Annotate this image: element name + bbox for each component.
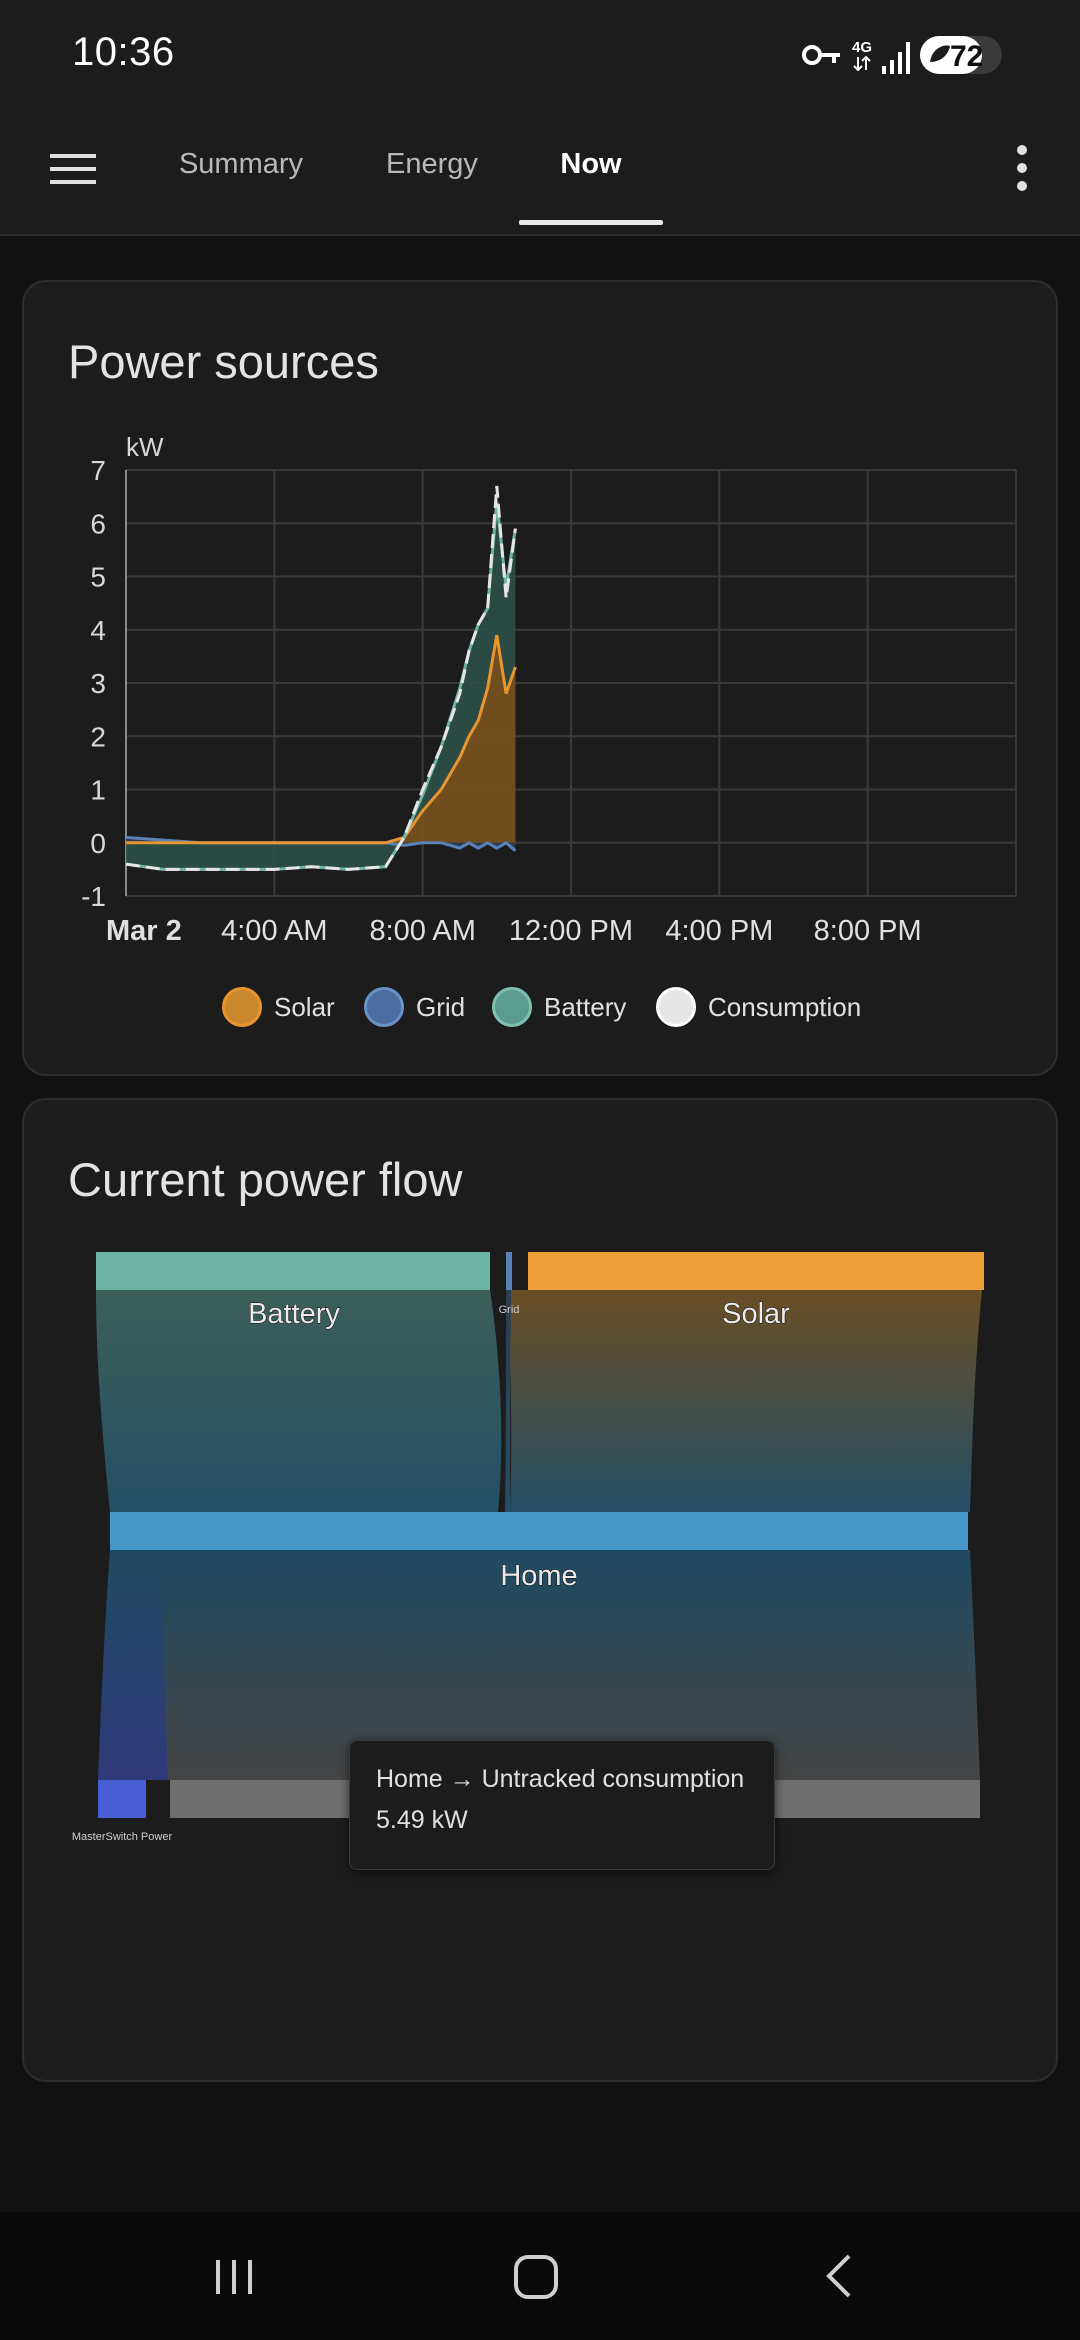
vpn-key-icon	[802, 45, 840, 65]
status-icons: 4G 72	[802, 36, 1002, 74]
power-sources-card: Power sources kW -1 0 1 2 3 4 5 6 7 Mar 2 4:00 AM 8:…	[22, 280, 1058, 1076]
battery-to-home-link	[96, 1290, 502, 1512]
battery-legend-swatch	[492, 987, 532, 1027]
status-time: 10:36	[72, 30, 175, 74]
legend-item-battery[interactable]: Battery	[492, 982, 626, 1032]
svg-text:72: 72	[950, 40, 983, 73]
grid-node[interactable]	[506, 1252, 512, 1290]
y-tick-label: -1	[81, 881, 106, 912]
x-tick-label: 8:00 AM	[369, 915, 475, 947]
solar-to-home-link	[506, 1290, 982, 1512]
tab-summary[interactable]: Summary	[178, 148, 304, 180]
y-tick-label: 0	[90, 828, 106, 859]
x-tick-label: 4:00 AM	[221, 915, 327, 947]
solar-area	[126, 635, 516, 843]
power-sources-chart[interactable]: kW -1 0 1 2 3 4 5 6 7 Mar 2 4:00 AM 8:00 AM 12:00 PM 4…	[24, 402, 1060, 962]
x-tick-label: 4:00 PM	[665, 915, 773, 947]
app-bar: Summary Energy Now	[0, 110, 1080, 236]
solar-node-label: Solar	[722, 1298, 790, 1330]
solar-series-line	[126, 634, 517, 845]
y-tick-label: 2	[90, 721, 106, 752]
solar-node[interactable]	[528, 1252, 984, 1290]
hamburger-menu-icon[interactable]	[48, 144, 98, 194]
consumption-series-line	[125, 485, 517, 871]
home-node[interactable]	[110, 1512, 968, 1550]
tab-now[interactable]: Now	[560, 148, 622, 180]
recent-apps-icon[interactable]	[198, 2240, 270, 2312]
legend-label: Grid	[416, 991, 466, 1022]
svg-text:4G: 4G	[852, 39, 872, 56]
grid-to-home-link	[505, 1290, 511, 1512]
x-tick-label: Mar 2	[106, 915, 182, 947]
back-icon[interactable]	[803, 2240, 875, 2312]
more-options-icon[interactable]	[1004, 140, 1040, 196]
x-tick-label: 12:00 PM	[509, 915, 633, 947]
legend-item-grid[interactable]: Grid	[364, 982, 465, 1032]
grid-legend-swatch	[364, 987, 404, 1027]
y-tick-label: 7	[90, 455, 106, 486]
active-tab-indicator	[519, 220, 663, 225]
power-sources-legend: Solar Grid Battery Consumption	[24, 982, 1060, 1032]
masterswitch-node[interactable]	[98, 1780, 146, 1818]
legend-item-consumption[interactable]: Consumption	[656, 982, 861, 1032]
power-sources-title: Power sources	[68, 335, 379, 388]
battery-node-label: Battery	[248, 1298, 340, 1330]
tooltip-value: 5.49 kW	[376, 1806, 468, 1834]
solar-legend-swatch	[222, 987, 262, 1027]
battery-node[interactable]	[96, 1252, 490, 1290]
power-flow-tooltip: Home → Untracked consumption 5.49 kW	[349, 1740, 775, 1870]
power-flow-card: Current power flow	[22, 1098, 1058, 2082]
legend-item-solar[interactable]: Solar	[222, 982, 335, 1032]
y-tick-label: 4	[90, 615, 106, 646]
home-icon[interactable]	[500, 2240, 572, 2312]
y-axis-unit-label: kW	[126, 432, 164, 462]
home-to-masterswitch-link	[98, 1550, 169, 1780]
power-flow-title: Current power flow	[68, 1153, 463, 1206]
signal-icon	[882, 42, 910, 74]
status-bar: 10:36 4G 72	[0, 0, 1080, 110]
system-nav-bar	[0, 2212, 1080, 2340]
masterswitch-node-label: MasterSwitch Power	[72, 1831, 173, 1843]
home-node-label: Home	[500, 1560, 577, 1592]
legend-label: Consumption	[708, 991, 862, 1022]
tab-energy[interactable]: Energy	[386, 148, 478, 180]
legend-label: Battery	[544, 991, 627, 1022]
tooltip-link-label: Home → Untracked consumption	[376, 1765, 745, 1793]
y-tick-label: 3	[90, 668, 106, 699]
y-tick-label: 6	[90, 508, 106, 539]
battery-saver-icon: 72	[920, 36, 1002, 74]
consumption-legend-swatch	[656, 987, 696, 1027]
network-4g-icon: 4G	[852, 39, 872, 72]
legend-label: Solar	[274, 991, 335, 1022]
home-to-untracked-link	[158, 1550, 980, 1780]
y-tick-label: 1	[90, 775, 106, 806]
y-tick-label: 5	[90, 562, 106, 593]
x-tick-label: 8:00 PM	[814, 915, 922, 947]
grid-node-label: Grid	[499, 1304, 520, 1316]
